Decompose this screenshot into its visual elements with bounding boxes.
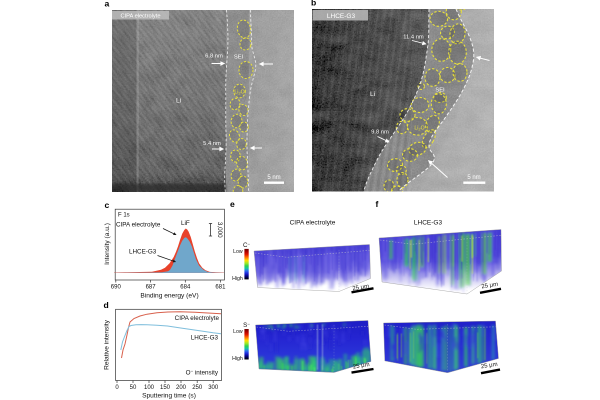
svg-text:300: 300 (208, 385, 219, 391)
svg-text:690: 690 (111, 285, 122, 291)
svg-text:Low: Low (233, 329, 243, 335)
svg-text:Li: Li (370, 91, 375, 98)
svg-text:25 μm: 25 μm (481, 282, 499, 291)
svg-text:3,000: 3,000 (216, 222, 223, 238)
svg-text:5 nm: 5 nm (267, 175, 280, 181)
svg-text:SEI: SEI (234, 55, 244, 61)
svg-text:O− intensity: O− intensity (186, 369, 219, 377)
svg-text:Binding energy (eV): Binding energy (eV) (140, 293, 198, 300)
svg-text:b: b (311, 0, 316, 8)
svg-text:Low: Low (233, 249, 243, 255)
svg-text:687: 687 (146, 285, 157, 291)
svg-text:5.4 nm: 5.4 nm (203, 141, 221, 147)
svg-text:C−: C− (243, 242, 250, 250)
svg-text:25 μm: 25 μm (352, 284, 370, 293)
svg-text:CIPA electrolyte: CIPA electrolyte (120, 13, 160, 19)
svg-text:CIPA electrolyte: CIPA electrolyte (116, 222, 161, 229)
svg-text:CIPA electrolyte: CIPA electrolyte (175, 315, 220, 322)
svg-text:684: 684 (180, 285, 191, 291)
svg-text:681: 681 (215, 285, 226, 291)
svg-text:LHCE-G3: LHCE-G3 (414, 220, 443, 227)
svg-text:25 μm: 25 μm (353, 362, 371, 371)
svg-text:LiF: LiF (181, 220, 190, 227)
svg-text:150: 150 (160, 385, 171, 391)
svg-text:f: f (376, 199, 379, 209)
svg-text:c: c (105, 200, 110, 210)
svg-text:Li2O: Li2O (414, 126, 424, 132)
svg-text:e: e (230, 199, 235, 209)
svg-text:5 nm: 5 nm (467, 175, 480, 181)
svg-text:LHCE-G3: LHCE-G3 (191, 335, 219, 342)
svg-text:SEI: SEI (435, 88, 445, 94)
svg-text:S−: S− (243, 321, 250, 329)
svg-text:25 μm: 25 μm (481, 362, 499, 371)
svg-text:LHCE-G3: LHCE-G3 (129, 249, 157, 256)
svg-text:High: High (232, 276, 243, 282)
svg-text:100: 100 (144, 385, 155, 391)
svg-text:d: d (104, 300, 109, 310)
svg-text:a: a (105, 0, 110, 8)
svg-text:LHCE-G3: LHCE-G3 (327, 13, 356, 20)
svg-text:6.8 nm: 6.8 nm (205, 54, 223, 60)
svg-text:F 1s: F 1s (118, 213, 130, 219)
svg-text:Li2O: Li2O (234, 89, 244, 95)
svg-text:11.4 nm: 11.4 nm (403, 35, 424, 41)
svg-text:Intensity (a.u.): Intensity (a.u.) (104, 223, 111, 265)
svg-text:High: High (232, 356, 243, 362)
svg-text:9.8 nm: 9.8 nm (371, 130, 389, 136)
svg-text:0: 0 (115, 385, 119, 391)
svg-text:50: 50 (130, 385, 137, 391)
svg-text:Li: Li (176, 98, 181, 105)
svg-text:Sputtering time (s): Sputtering time (s) (142, 393, 196, 400)
svg-text:Relative intensity: Relative intensity (104, 319, 111, 370)
svg-text:250: 250 (192, 385, 203, 391)
svg-text:200: 200 (176, 385, 187, 391)
svg-text:CIPA electrolyte: CIPA electrolyte (290, 220, 336, 227)
